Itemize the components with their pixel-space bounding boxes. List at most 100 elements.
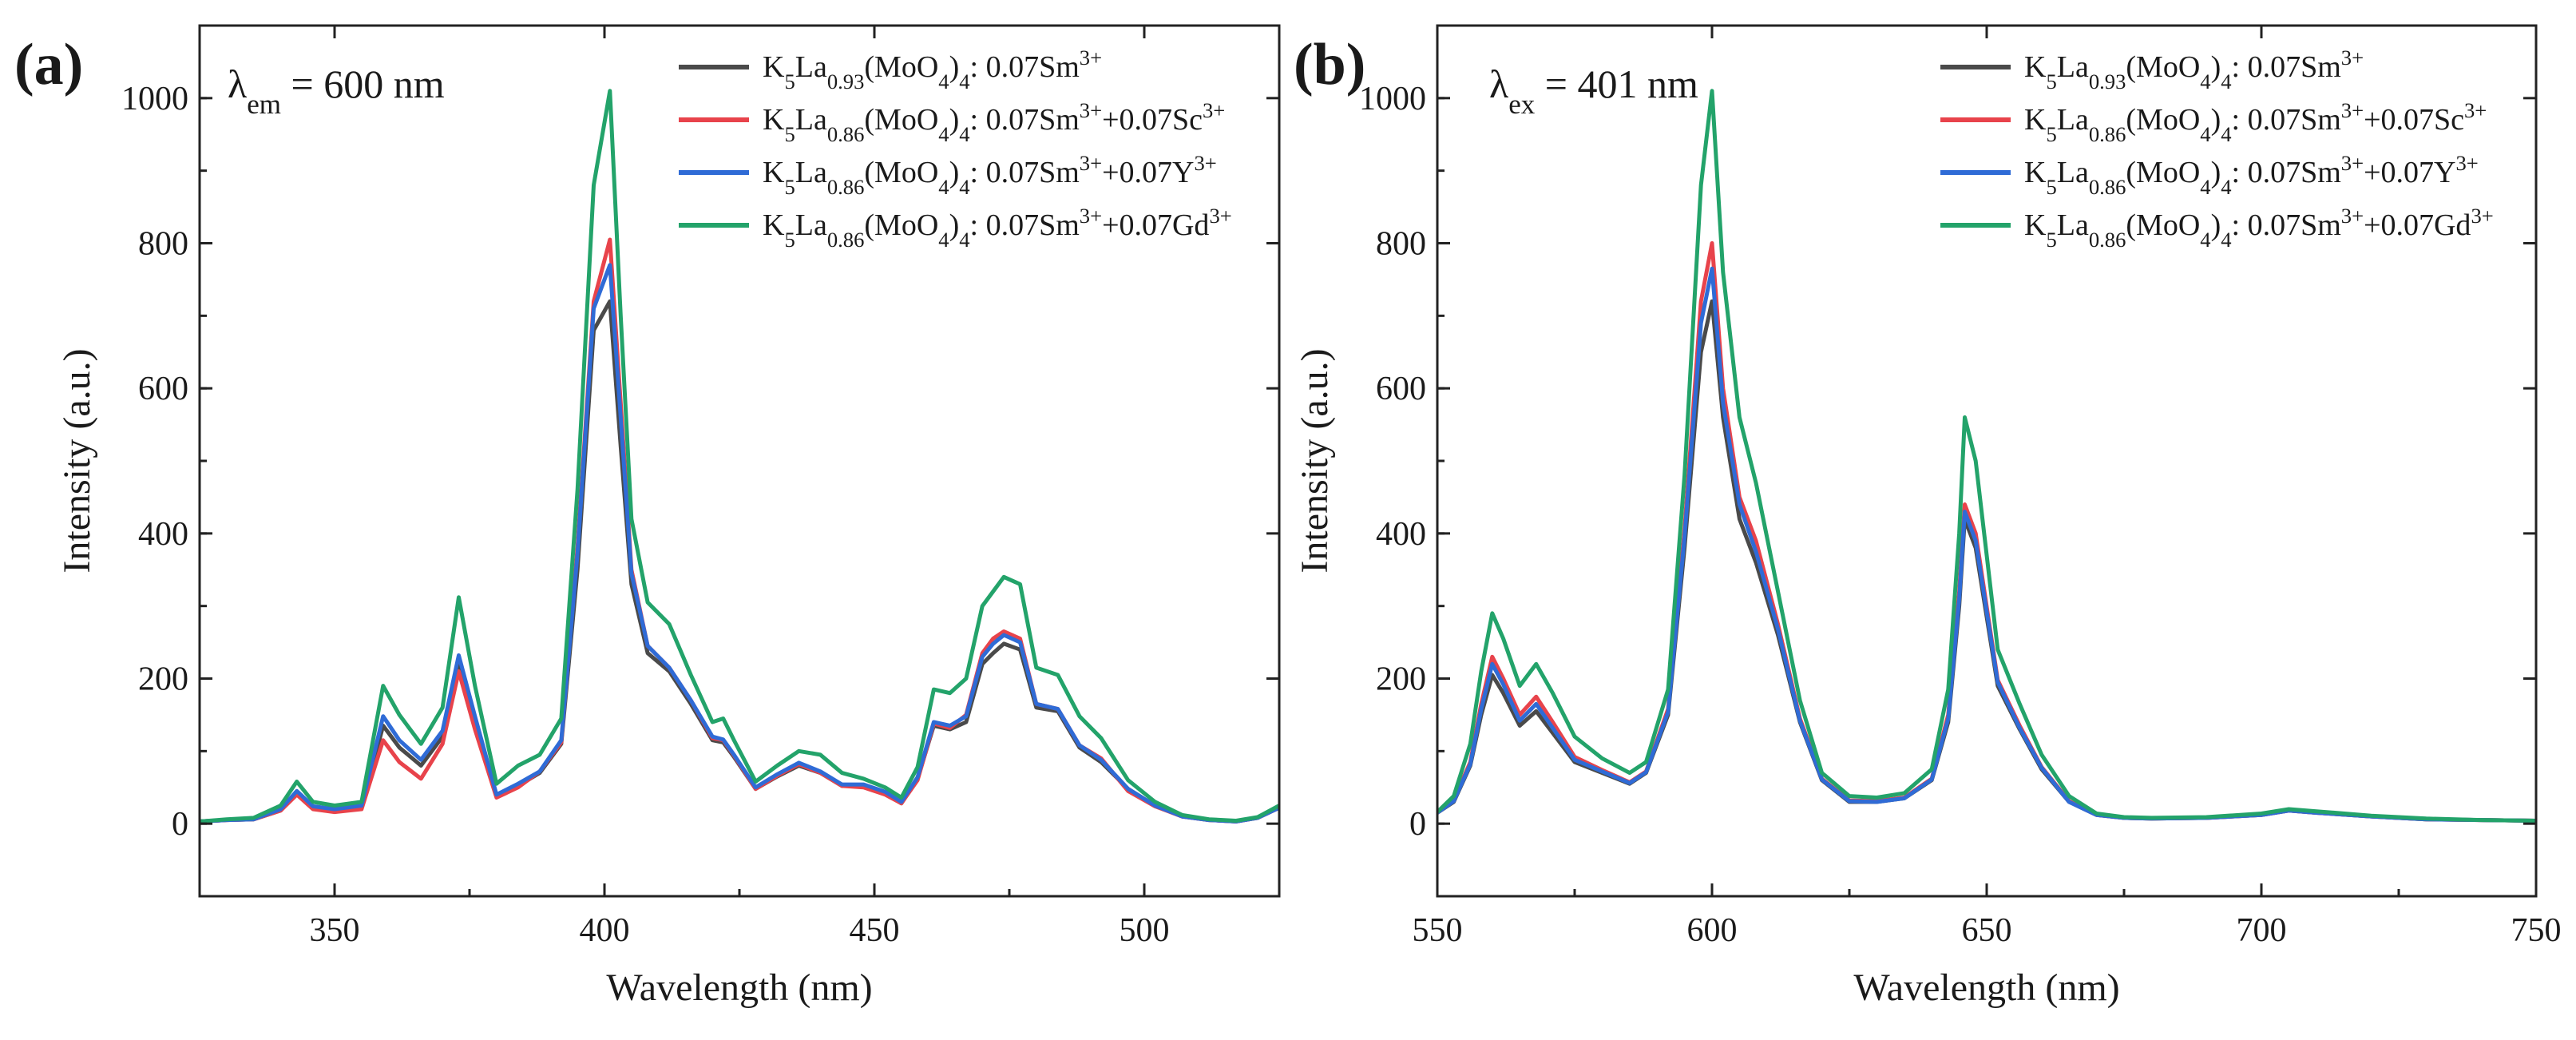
legend-superscript: 3+	[1080, 151, 1102, 175]
legend-subscript: 4	[2200, 122, 2210, 146]
legend-subscript: 4	[2221, 175, 2231, 199]
legend-part: K	[763, 50, 785, 84]
legend-entry-3: K5La0.86(MoO4)4: 0.07Sm3++0.07Y3+	[763, 151, 1217, 199]
legend-entry-4: K5La0.86(MoO4)4: 0.07Sm3++0.07Gd3+	[763, 204, 1232, 252]
legend-part: La	[2057, 208, 2089, 242]
y-axis-title: Intensity (a.u.)	[1294, 348, 1336, 573]
panel-label: (a)	[14, 32, 83, 97]
legend-part: La	[2057, 50, 2089, 84]
legend-subscript: 0.86	[2089, 228, 2126, 252]
legend-part: K	[763, 103, 785, 137]
legend-subscript: 4	[938, 122, 949, 146]
legend-part: (MoO	[2126, 208, 2200, 242]
legend-subscript: 4	[2200, 228, 2210, 252]
legend-part: )	[2211, 156, 2221, 189]
annotation-subscript: ex	[1508, 89, 1536, 120]
annotation-value: = 401 nm	[1535, 62, 1698, 106]
x-axis-title: Wavelength (nm)	[1853, 967, 2119, 1009]
legend-part: (MoO	[864, 156, 938, 189]
legend-entry-2: K5La0.86(MoO4)4: 0.07Sm3++0.07Sc3+	[763, 98, 1225, 146]
legend-subscript: 4	[938, 175, 949, 199]
legend-superscript: 3+	[2341, 151, 2364, 175]
legend-subscript: 0.86	[2089, 175, 2126, 199]
series-line-1	[200, 299, 1279, 824]
legend-part: K	[2024, 156, 2047, 189]
legend-subscript: 0.86	[827, 175, 865, 199]
legend-subscript: 4	[959, 69, 969, 93]
legend-subscript: 5	[2046, 122, 2056, 146]
x-tick-label: 400	[580, 912, 630, 949]
x-tick-label: 550	[1413, 912, 1463, 949]
legend-part: La	[2057, 103, 2089, 137]
legend-part: : 0.07Sm	[970, 208, 1080, 242]
legend-superscript: 3+	[2341, 46, 2364, 69]
chart-panel-b: (b) 550 600 650 700 750 0 200 400 600 800 1000 Wavel…	[1294, 24, 2562, 1009]
legend-subscript: 5	[784, 69, 795, 93]
legend-part: La	[795, 156, 827, 189]
legend-part: : 0.07Sm	[2232, 103, 2341, 137]
legend-part: (MoO	[2126, 103, 2200, 137]
excitation-annotation: λex = 401 nm	[1489, 62, 1698, 120]
legend-subscript: 4	[2221, 122, 2231, 146]
x-tick-label: 350	[310, 912, 360, 949]
legend-subscript: 4	[2200, 69, 2210, 93]
legend-superscript: 3+	[1080, 98, 1102, 122]
legend-part: (MoO	[864, 50, 938, 84]
annotation-lambda: λ	[228, 62, 247, 106]
legend-part: K	[763, 156, 785, 189]
legend-entry-1: K5La0.93(MoO4)4: 0.07Sm3+	[2024, 46, 2364, 93]
legend-part: : 0.07Sm	[2232, 156, 2341, 189]
legend-part: : 0.07Sm	[970, 156, 1080, 189]
y-tick-label: 600	[1376, 371, 1426, 407]
y-tick-label: 800	[138, 226, 188, 263]
legend-subscript: 0.86	[2089, 122, 2126, 146]
legend-part: )	[2211, 208, 2221, 242]
annotation-value: = 600 nm	[281, 62, 445, 106]
annotation-subscript: em	[247, 89, 281, 120]
legend-superscript: 3+	[1203, 98, 1225, 122]
series-line-2	[200, 237, 1279, 824]
y-tick-label: 0	[172, 806, 188, 843]
legend-part: K	[2024, 50, 2047, 84]
legend-subscript: 5	[2046, 175, 2056, 199]
legend-part: +0.07Y	[2364, 156, 2455, 189]
legend-subscript: 5	[784, 228, 795, 252]
series-group	[1437, 89, 2536, 823]
series-line-4	[1437, 89, 2536, 823]
y-tick-label: 1000	[1359, 81, 1426, 117]
legend-superscript: 3+	[2341, 204, 2364, 228]
legend-part: )	[949, 103, 960, 137]
legend-subscript: 0.93	[827, 69, 865, 93]
legend-subscript: 5	[784, 122, 795, 146]
legend-superscript: 3+	[2464, 98, 2487, 122]
x-axis-title: Wavelength (nm)	[606, 967, 872, 1009]
legend-part: : 0.07Sm	[970, 50, 1080, 84]
y-tick-label: 200	[1376, 661, 1426, 698]
legend-part: La	[795, 50, 827, 84]
legend-part: La	[795, 208, 827, 242]
legend-part: +0.07Gd	[2364, 208, 2471, 242]
y-tick-label: 400	[138, 516, 188, 553]
legend-part: (MoO	[864, 103, 938, 137]
legend-subscript: 4	[2221, 228, 2231, 252]
legend-part: +0.07Y	[1102, 156, 1194, 189]
legend-part: (MoO	[2126, 50, 2200, 84]
legend-superscript: 3+	[1080, 46, 1102, 69]
legend-entry-4: K5La0.86(MoO4)4: 0.07Sm3++0.07Gd3+	[2024, 204, 2494, 252]
legend-part: )	[949, 208, 960, 242]
legend-part: K	[763, 208, 785, 242]
series-line-3	[200, 263, 1279, 824]
legend-subscript: 5	[784, 175, 795, 199]
legend-part: +0.07Sc	[2364, 103, 2464, 137]
legend-superscript: 3+	[2471, 204, 2493, 228]
y-tick-label: 400	[1376, 516, 1426, 553]
y-tick-label: 200	[138, 661, 188, 698]
excitation-annotation: λem = 600 nm	[228, 62, 445, 120]
x-tick-label: 700	[2237, 912, 2287, 949]
panel-label: (b)	[1294, 32, 1365, 97]
legend-part: : 0.07Sm	[2232, 208, 2341, 242]
legend-subscript: 5	[2046, 228, 2056, 252]
legend-subscript: 4	[959, 122, 969, 146]
legend-part: (MoO	[864, 208, 938, 242]
